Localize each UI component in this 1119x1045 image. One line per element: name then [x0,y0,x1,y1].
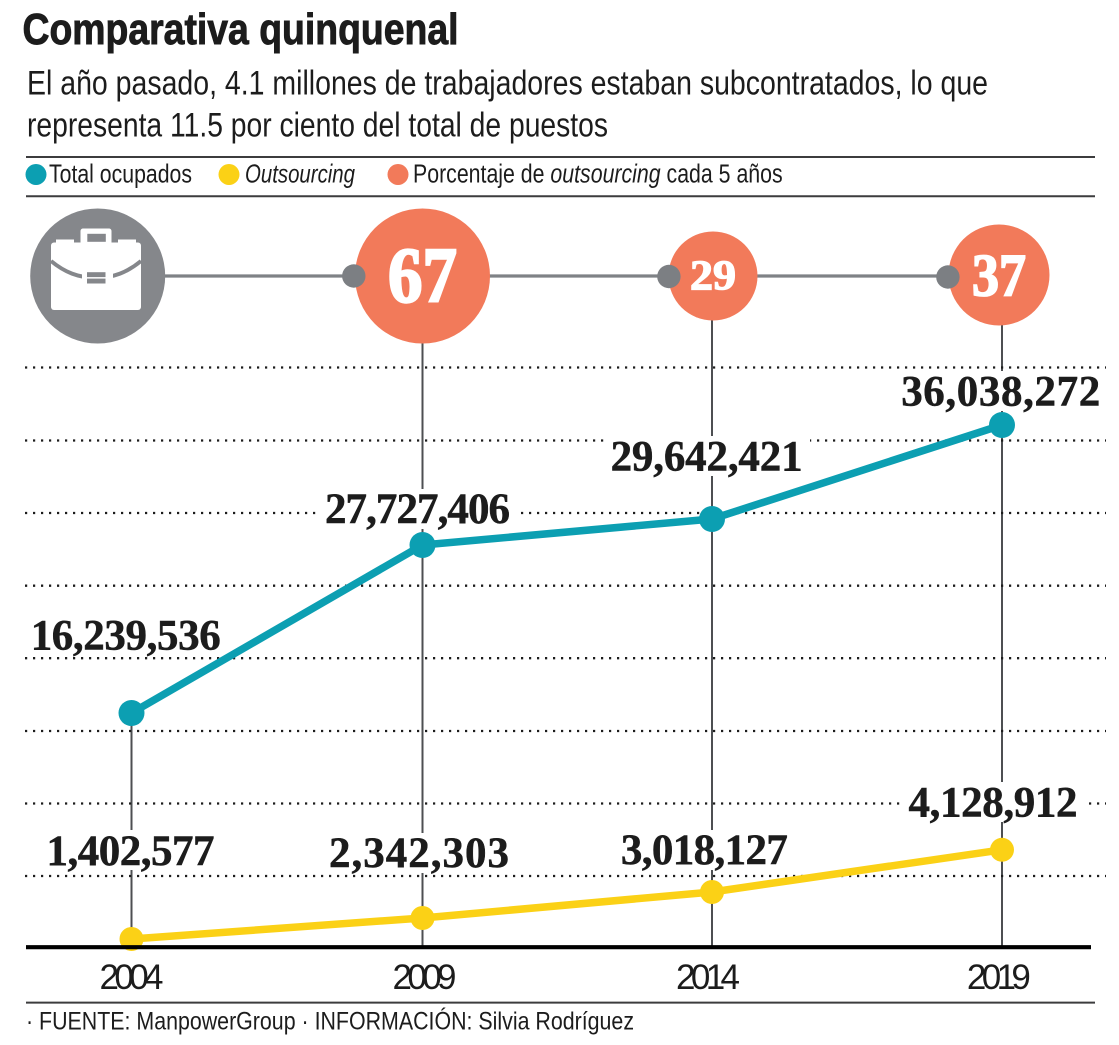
svg-text:27,727,406: 27,727,406 [325,486,510,533]
svg-text:· FUENTE: ManpowerGroup · INFO: · FUENTE: ManpowerGroup · INFORMACIÓN: S… [26,1007,634,1036]
svg-text:Total ocupados: Total ocupados [49,159,192,189]
svg-text:36,038,272: 36,038,272 [901,368,1100,415]
svg-text:2014: 2014 [676,958,740,997]
svg-text:29,642,421: 29,642,421 [611,433,803,480]
svg-text:16,239,536: 16,239,536 [31,612,221,659]
svg-text:Comparativa quinquenal: Comparativa quinquenal [23,5,459,54]
svg-text:3,018,127: 3,018,127 [621,827,788,874]
svg-text:4,128,912: 4,128,912 [909,780,1078,827]
svg-text:2009: 2009 [393,958,457,997]
svg-text:2004: 2004 [100,958,164,997]
svg-text:37: 37 [972,243,1026,309]
svg-text:Outsourcing: Outsourcing [245,159,355,189]
svg-text:29: 29 [690,254,736,300]
svg-text:2019: 2019 [967,958,1031,997]
svg-text:1,402,577: 1,402,577 [47,828,215,875]
svg-text:representa 11.5 por ciento del: representa 11.5 por ciento del total de … [27,106,608,144]
svg-text:El año pasado, 4.1 millones de: El año pasado, 4.1 millones de trabajado… [27,64,988,102]
svg-text:2,342,303: 2,342,303 [329,830,509,877]
svg-text:67: 67 [388,232,457,319]
svg-text:Porcentaje de outsourcing cada: Porcentaje de outsourcing cada 5 años [413,160,783,190]
